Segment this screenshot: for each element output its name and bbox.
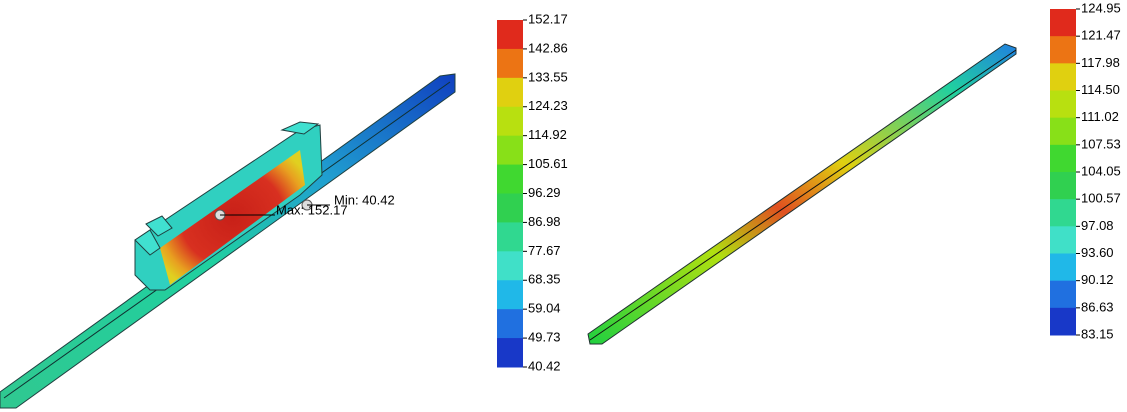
legend-label: 114.50: [1081, 82, 1120, 97]
legend-label: 111.02: [1081, 109, 1119, 124]
color-band: [497, 20, 523, 49]
fea-results: Max: 152.17 Min: 40.42 152.17 142.86 133.5…: [0, 0, 1127, 412]
legend-label: 96.29: [528, 185, 561, 200]
color-band: [1050, 254, 1076, 282]
color-band: [1050, 172, 1076, 200]
color-band: [1050, 36, 1076, 64]
color-band: [1050, 226, 1076, 254]
right-model: [588, 44, 1016, 344]
legend-label: 59.04: [528, 301, 561, 316]
color-band: [1050, 91, 1076, 119]
color-band: [497, 338, 523, 367]
legend-label: 121.47: [1081, 28, 1121, 43]
legend-label: 124.23: [528, 98, 568, 113]
legend-label: 83.15: [1081, 326, 1114, 341]
legend-label: 152.17: [528, 11, 568, 26]
left-legend: 152.17 142.86 133.55 124.23 114.92 105.61 96.2…: [497, 11, 568, 373]
legend-label: 133.55: [528, 69, 568, 84]
color-band: [497, 107, 523, 136]
legend-label: 40.42: [528, 358, 561, 373]
legend-label: 68.35: [528, 272, 561, 287]
legend-label: 142.86: [528, 40, 568, 55]
legend-label: 97.08: [1081, 218, 1114, 233]
legend-label: 117.98: [1081, 55, 1120, 70]
legend-label: 93.60: [1081, 245, 1114, 260]
legend-label: 90.12: [1081, 272, 1114, 287]
legend-label: 77.67: [528, 243, 561, 258]
color-band: [497, 222, 523, 251]
color-band: [497, 309, 523, 338]
min-annotation: Min: 40.42: [334, 192, 395, 207]
right-legend: 124.95 121.47 117.98 114.50 111.02 107.53 104.…: [1050, 0, 1121, 341]
color-band: [1050, 281, 1076, 309]
legend-label: 100.57: [1081, 191, 1121, 206]
color-band: [1050, 199, 1076, 227]
legend-label: 124.95: [1081, 0, 1121, 15]
color-band: [497, 251, 523, 280]
legend-label: 49.73: [528, 330, 561, 345]
legend-label: 105.61: [528, 156, 568, 171]
color-band: [497, 49, 523, 78]
legend-label: 107.53: [1081, 136, 1121, 151]
left-model: Max: 152.17 Min: 40.42: [0, 74, 455, 408]
color-band: [497, 194, 523, 223]
color-band: [1050, 308, 1076, 336]
legend-label: 86.98: [528, 214, 561, 229]
color-band: [1050, 9, 1076, 37]
color-band: [497, 136, 523, 165]
color-band: [497, 165, 523, 194]
legend-label: 104.05: [1081, 163, 1121, 178]
legend-label: 86.63: [1081, 299, 1114, 314]
color-band: [1050, 118, 1076, 146]
color-band: [497, 78, 523, 107]
legend-label: 114.92: [528, 127, 567, 142]
color-band: [1050, 63, 1076, 91]
color-band: [497, 280, 523, 309]
color-band: [1050, 145, 1076, 173]
